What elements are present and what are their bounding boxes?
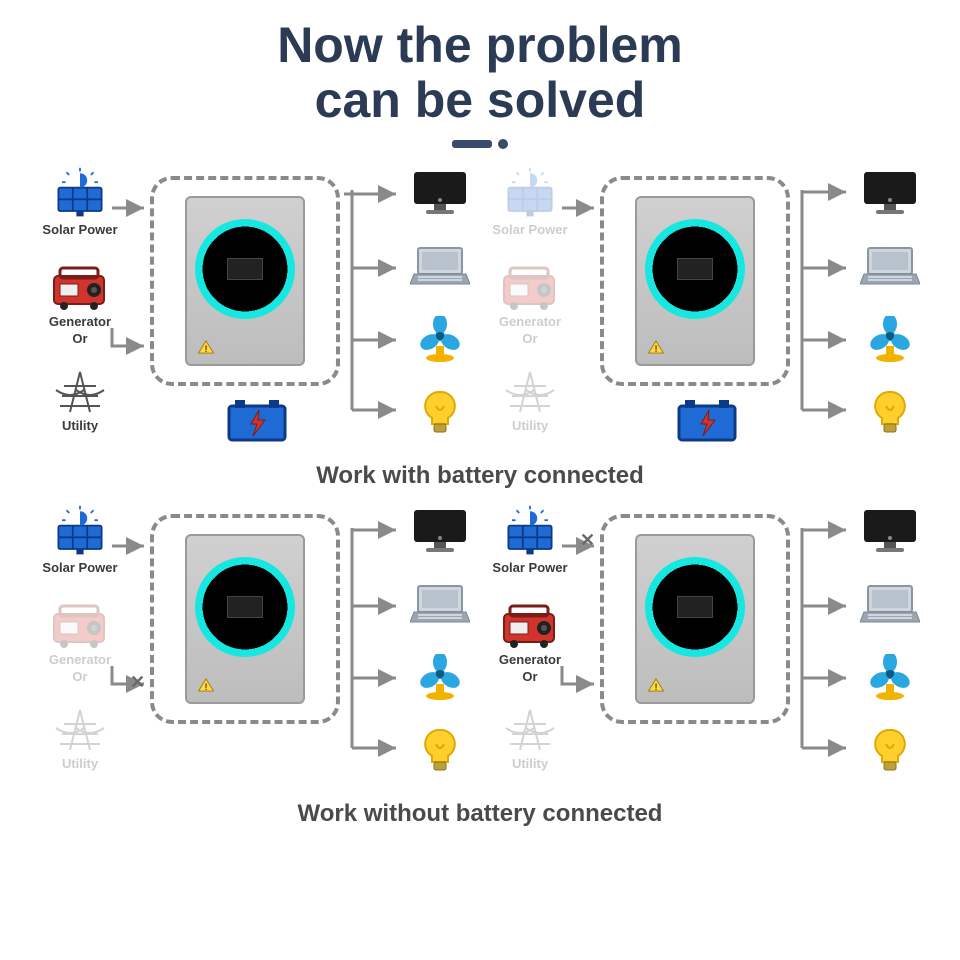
fan-icon <box>856 316 924 364</box>
title-underline <box>445 142 515 146</box>
inverter-box <box>150 176 340 386</box>
solar-icon: Solar Power <box>490 166 570 237</box>
arrow-out-2 <box>352 600 402 612</box>
utility-icon: Utility <box>40 366 120 433</box>
blocked-x-icon: ✕ <box>130 672 145 693</box>
title-line-1: Now the problem <box>277 17 683 73</box>
arrow-out-4 <box>352 742 402 754</box>
fan-icon <box>406 654 474 702</box>
solar-icon: Solar Power <box>490 504 570 575</box>
arrow-out-2 <box>802 600 852 612</box>
arrow-out-3 <box>352 672 402 684</box>
solar-icon: Solar Power <box>40 166 120 237</box>
battery-icon <box>222 396 292 444</box>
laptop-icon <box>856 582 924 626</box>
arrow-solar-in <box>560 200 600 216</box>
arrow-out-3 <box>802 334 852 346</box>
arrow-out-1 <box>352 524 402 536</box>
arrow-out-3 <box>802 672 852 684</box>
arrow-out-4 <box>802 742 852 754</box>
generator-icon: Generator Or <box>40 262 120 346</box>
laptop-icon <box>406 582 474 626</box>
battery-icon <box>672 396 742 444</box>
laptop-icon <box>406 244 474 288</box>
or-label: Or <box>72 331 87 346</box>
scenario-2: Solar Power Generator Or Utility <box>480 166 930 456</box>
generator-label: Generator <box>49 314 111 329</box>
monitor-icon <box>856 506 924 554</box>
arrow-out-stem <box>342 524 362 754</box>
bulb-icon <box>406 726 474 774</box>
utility-label: Utility <box>512 418 548 433</box>
arrow-out-stem <box>792 186 812 416</box>
arrow-gen-in <box>560 664 600 704</box>
inverter-box <box>600 176 790 386</box>
section-1-label: Work with battery connected <box>30 456 930 504</box>
bulb-icon <box>856 388 924 436</box>
solar-label: Solar Power <box>42 560 117 575</box>
generator-label: Generator <box>49 652 111 667</box>
blocked-x-icon: ✕ <box>580 530 595 551</box>
utility-label: Utility <box>62 756 98 771</box>
or-label: Or <box>72 669 87 684</box>
arrow-out-4 <box>352 404 402 416</box>
generator-icon: Generator Or <box>40 600 120 684</box>
arrow-out-stem <box>342 186 362 416</box>
laptop-icon <box>856 244 924 288</box>
scenario-grid: Solar Power Generator Or Utility <box>0 146 960 852</box>
monitor-icon <box>406 168 474 216</box>
title-line-2: can be solved <box>315 72 646 128</box>
scenario-3: Solar Power Generator Or Utility ✕ <box>30 504 480 794</box>
monitor-icon <box>406 506 474 554</box>
page-title: Now the problem can be solved <box>0 0 960 128</box>
solar-label: Solar Power <box>492 222 567 237</box>
fan-icon <box>856 654 924 702</box>
utility-icon: Utility <box>490 704 570 771</box>
arrow-out-1 <box>802 524 852 536</box>
inverter-icon <box>185 196 305 366</box>
scenario-4: Solar Power Generator Or Utility ✕ <box>480 504 930 794</box>
inverter-box <box>150 514 340 724</box>
arrow-out-1 <box>802 186 852 198</box>
solar-icon: Solar Power <box>40 504 120 575</box>
arrow-gen-in <box>110 326 150 366</box>
utility-label: Utility <box>62 418 98 433</box>
bulb-icon <box>856 726 924 774</box>
arrow-out-3 <box>352 334 402 346</box>
inverter-icon <box>185 534 305 704</box>
arrow-out-2 <box>352 262 402 274</box>
generator-icon: Generator Or <box>490 262 570 346</box>
generator-label: Generator <box>499 314 561 329</box>
scenario-1: Solar Power Generator Or Utility <box>30 166 480 456</box>
bulb-icon <box>406 388 474 436</box>
or-label: Or <box>522 331 537 346</box>
monitor-icon <box>856 168 924 216</box>
inverter-icon <box>635 196 755 366</box>
arrow-solar-in <box>110 538 150 554</box>
generator-icon: Generator Or <box>490 600 570 684</box>
section-2-label: Work without battery connected <box>30 794 930 842</box>
fan-icon <box>406 316 474 364</box>
inverter-icon <box>635 534 755 704</box>
utility-icon: Utility <box>40 704 120 771</box>
solar-label: Solar Power <box>42 222 117 237</box>
utility-icon: Utility <box>490 366 570 433</box>
arrow-out-2 <box>802 262 852 274</box>
utility-label: Utility <box>512 756 548 771</box>
solar-label: Solar Power <box>492 560 567 575</box>
or-label: Or <box>522 669 537 684</box>
arrow-solar-in <box>110 200 150 216</box>
inverter-box <box>600 514 790 724</box>
arrow-out-4 <box>802 404 852 416</box>
arrow-out-stem <box>792 524 812 754</box>
generator-label: Generator <box>499 652 561 667</box>
